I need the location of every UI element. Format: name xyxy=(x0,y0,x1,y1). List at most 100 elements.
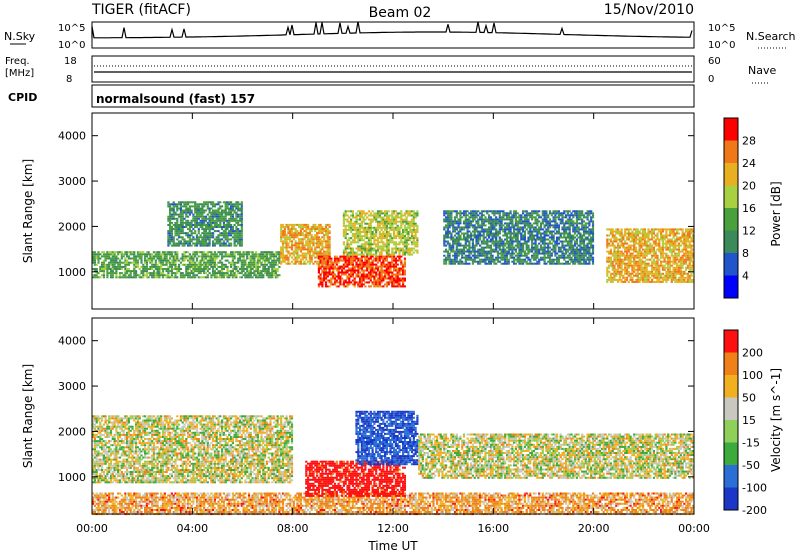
power-cell xyxy=(97,260,99,262)
power-cell xyxy=(363,280,365,282)
power-cell xyxy=(382,241,384,243)
power-cell xyxy=(185,226,187,228)
power-cell xyxy=(404,285,406,287)
power-cell xyxy=(314,230,316,232)
power-cell xyxy=(266,255,268,257)
power-cell xyxy=(544,261,546,263)
power-cell xyxy=(187,216,189,218)
power-cell xyxy=(325,281,327,283)
power-cell xyxy=(151,262,153,264)
power-cell xyxy=(384,276,386,278)
power-cell xyxy=(459,237,461,239)
power-cell xyxy=(456,210,458,212)
power-cell xyxy=(506,239,508,241)
power-cell xyxy=(569,231,571,233)
power-cell xyxy=(445,245,447,247)
power-cell xyxy=(504,249,506,251)
power-cell xyxy=(468,263,470,265)
power-cell xyxy=(239,258,241,260)
power-cell xyxy=(524,231,526,233)
power-cell xyxy=(246,268,248,270)
power-cell xyxy=(488,214,490,216)
power-cell xyxy=(282,253,284,255)
power-cell xyxy=(558,231,560,233)
power-cell xyxy=(411,250,413,252)
power-cell xyxy=(282,251,284,253)
power-cell xyxy=(574,263,576,265)
power-cell xyxy=(339,258,341,260)
power-cell xyxy=(377,262,379,264)
power-cell xyxy=(115,260,117,262)
power-cell xyxy=(445,249,447,251)
power-cell xyxy=(135,270,137,272)
power-cell xyxy=(325,283,327,285)
power-cell xyxy=(196,234,198,236)
power-cell xyxy=(209,238,211,240)
power-cell xyxy=(400,212,402,214)
power-cell xyxy=(561,218,563,220)
power-cell xyxy=(268,260,270,262)
power-cell xyxy=(511,220,513,222)
power-cell xyxy=(449,231,451,233)
power-cell xyxy=(355,217,357,219)
noise-trace xyxy=(92,22,692,38)
power-cell xyxy=(219,222,221,224)
beam-title: Beam 02 xyxy=(369,5,432,21)
power-cell xyxy=(209,268,211,270)
power-cell xyxy=(345,250,347,252)
power-cell xyxy=(252,268,254,270)
power-cell xyxy=(187,270,189,272)
power-cell xyxy=(492,239,494,241)
power-cell xyxy=(467,233,469,235)
power-cell xyxy=(194,232,196,234)
power-cell xyxy=(144,258,146,260)
power-cell xyxy=(508,261,510,263)
power-cell xyxy=(538,214,540,216)
power-cell xyxy=(579,233,581,235)
power-cell xyxy=(375,233,377,235)
power-cell xyxy=(540,226,542,228)
power-cell xyxy=(334,283,336,285)
power-cell xyxy=(407,235,409,237)
power-cell xyxy=(293,255,295,257)
power-cell xyxy=(404,215,406,217)
power-cell xyxy=(182,272,184,274)
power-cell xyxy=(518,231,520,233)
power-cell xyxy=(363,283,365,285)
power-cell xyxy=(321,244,323,246)
power-cell xyxy=(295,228,297,230)
power-cell xyxy=(402,283,404,285)
power-cell xyxy=(212,232,214,234)
power-cell xyxy=(252,251,254,253)
power-cell xyxy=(219,201,221,203)
power-cell xyxy=(321,283,323,285)
power-cell xyxy=(470,233,472,235)
power-cell xyxy=(99,258,101,260)
power-cell xyxy=(364,245,366,247)
power-cell xyxy=(477,222,479,224)
power-cell xyxy=(497,255,499,257)
power-cell xyxy=(355,262,357,264)
power-cell xyxy=(456,257,458,259)
power-cell xyxy=(474,247,476,249)
power-cell xyxy=(572,224,574,226)
power-cell xyxy=(243,266,245,268)
power-cell xyxy=(370,245,372,247)
power-cell xyxy=(185,205,187,207)
power-cell xyxy=(176,253,178,255)
power-cell xyxy=(522,247,524,249)
power-cell xyxy=(531,251,533,253)
power-cell xyxy=(162,262,164,264)
power-cell xyxy=(321,262,323,264)
power-cell xyxy=(140,258,142,260)
power-cell xyxy=(558,224,560,226)
power-cell xyxy=(128,268,130,270)
power-cell xyxy=(191,234,193,236)
power-cell xyxy=(540,216,542,218)
power-cell xyxy=(232,214,234,216)
power-cell xyxy=(554,220,556,222)
power-cell xyxy=(187,232,189,234)
power-cell xyxy=(237,222,239,224)
power-cell xyxy=(554,249,556,251)
power-cell xyxy=(114,264,116,266)
